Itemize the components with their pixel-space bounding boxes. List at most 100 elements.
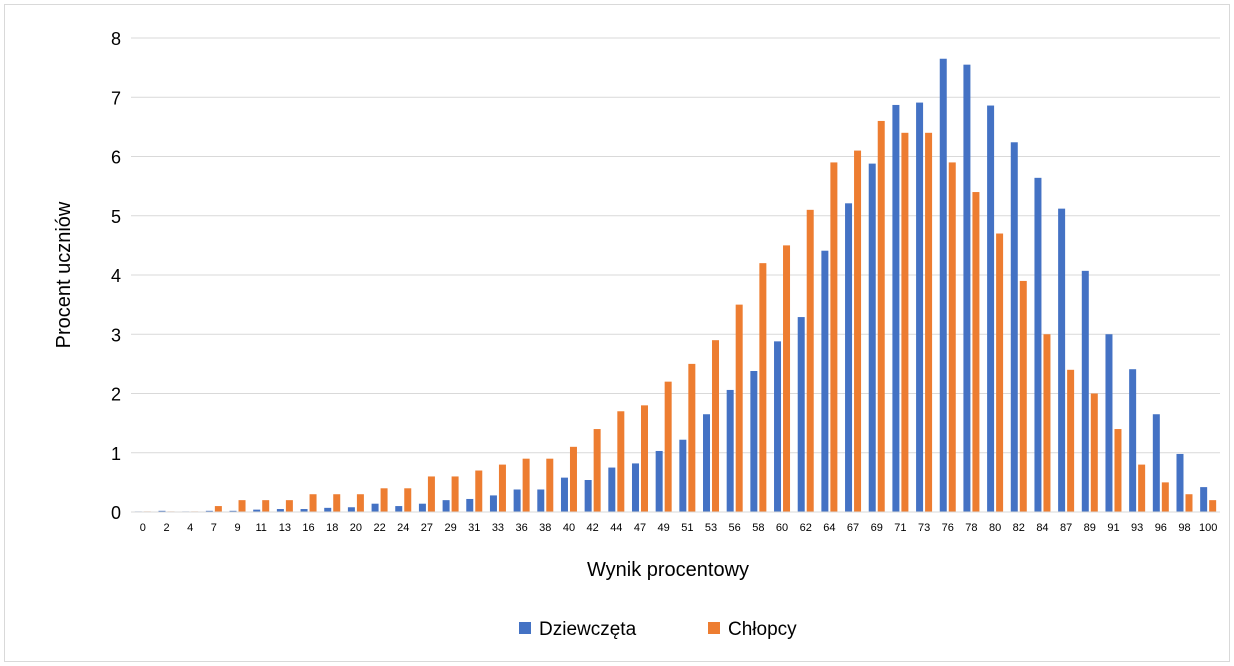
x-tick-label: 27 xyxy=(421,522,433,534)
x-tick-label: 76 xyxy=(942,522,954,534)
bar-dziewczeta xyxy=(797,317,805,512)
bars xyxy=(134,58,1217,513)
bar-dziewczeta xyxy=(537,489,545,512)
bar-dziewczeta xyxy=(679,439,687,512)
bar-chlopcy xyxy=(1090,393,1098,512)
x-tick-label: 0 xyxy=(140,522,146,534)
x-tick-label: 58 xyxy=(752,522,764,534)
x-tick-label: 98 xyxy=(1178,522,1190,534)
bar-dziewczeta xyxy=(1176,453,1184,512)
x-axis-ticks: 0 2 4 7 9 11 13 16 18 20 22 24 27 29 31 33 36 38 40 42 44 47 4… xyxy=(140,522,1218,534)
bar-dziewczeta xyxy=(584,480,592,512)
x-tick-label: 44 xyxy=(610,522,622,534)
bar-chlopcy xyxy=(1067,369,1075,512)
bar-chlopcy xyxy=(830,162,838,513)
bar-chlopcy xyxy=(404,488,412,512)
y-tick-label: 6 xyxy=(111,148,121,168)
bar-chlopcy xyxy=(238,500,246,512)
x-tick-label: 7 xyxy=(211,522,217,534)
y-axis-ticks: 0 1 2 3 4 5 6 7 8 xyxy=(111,29,121,523)
x-tick-label: 4 xyxy=(187,522,193,534)
y-tick-label: 1 xyxy=(111,444,121,464)
bar-dziewczeta xyxy=(442,500,450,512)
x-tick-label: 20 xyxy=(350,522,362,534)
bar-chlopcy xyxy=(1161,482,1169,513)
y-tick-label: 8 xyxy=(111,29,121,49)
bar-dziewczeta xyxy=(466,498,474,512)
x-tick-label: 89 xyxy=(1084,522,1096,534)
bar-dziewczeta xyxy=(868,163,876,513)
bar-dziewczeta xyxy=(608,467,616,512)
bar-dziewczeta xyxy=(631,463,639,512)
bar-dziewczeta xyxy=(229,510,237,512)
bar-dziewczeta xyxy=(963,64,971,512)
bar-chlopcy xyxy=(427,476,435,512)
bar-chlopcy xyxy=(522,458,530,512)
bar-dziewczeta xyxy=(750,370,758,512)
bar-dziewczeta xyxy=(1200,487,1208,512)
bar-chlopcy xyxy=(877,120,885,512)
bar-dziewczeta xyxy=(1010,142,1018,512)
x-tick-label: 64 xyxy=(823,522,835,534)
x-tick-label: 36 xyxy=(515,522,527,534)
x-tick-label: 56 xyxy=(729,522,741,534)
bar-chlopcy xyxy=(759,263,767,512)
bar-dziewczeta xyxy=(1152,414,1160,512)
x-tick-label: 93 xyxy=(1131,522,1143,534)
bar-dziewczeta xyxy=(395,506,403,512)
bar-dziewczeta xyxy=(1129,369,1137,512)
bar-dziewczeta xyxy=(276,509,284,512)
bar-chlopcy xyxy=(996,233,1004,512)
x-tick-label: 9 xyxy=(234,522,240,534)
gridlines xyxy=(131,37,1220,454)
legend: Dziewczęta Chłopcy xyxy=(519,619,797,640)
bar-chlopcy xyxy=(972,192,980,513)
bar-chlopcy xyxy=(1019,280,1027,512)
x-tick-label: 87 xyxy=(1060,522,1072,534)
bar-chlopcy xyxy=(617,411,625,512)
x-tick-label: 71 xyxy=(894,522,906,534)
x-tick-label: 80 xyxy=(989,522,1001,534)
x-tick-label: 22 xyxy=(373,522,385,534)
x-tick-label: 24 xyxy=(397,522,409,534)
bar-dziewczeta xyxy=(205,510,213,512)
bar-dziewczeta xyxy=(1034,177,1042,512)
x-tick-label: 42 xyxy=(587,522,599,534)
x-tick-label: 84 xyxy=(1036,522,1048,534)
bar-chlopcy xyxy=(356,494,364,512)
y-tick-label: 3 xyxy=(111,325,121,345)
bar-dziewczeta xyxy=(324,507,332,512)
x-tick-label: 31 xyxy=(468,522,480,534)
bar-dziewczeta xyxy=(1081,270,1089,512)
x-tick-label: 100 xyxy=(1199,522,1217,534)
bar-chlopcy xyxy=(925,132,933,513)
x-tick-label: 62 xyxy=(800,522,812,534)
bar-chlopcy xyxy=(475,470,483,512)
y-tick-label: 7 xyxy=(111,88,121,108)
bar-chlopcy xyxy=(1138,464,1146,512)
bar-chlopcy xyxy=(285,500,293,512)
bar-chlopcy xyxy=(783,245,791,513)
x-tick-label: 91 xyxy=(1107,522,1119,534)
x-tick-label: 40 xyxy=(563,522,575,534)
x-tick-label: 96 xyxy=(1155,522,1167,534)
bar-dziewczeta xyxy=(916,102,924,512)
x-tick-label: 51 xyxy=(681,522,693,534)
x-tick-label: 33 xyxy=(492,522,504,534)
bar-dziewczeta xyxy=(489,495,497,512)
bar-chlopcy xyxy=(806,209,814,512)
x-tick-label: 60 xyxy=(776,522,788,534)
bar-chlopcy xyxy=(214,506,222,512)
bar-chlopcy xyxy=(593,429,601,512)
bar-dziewczeta xyxy=(987,105,995,512)
bar-chlopcy xyxy=(569,446,577,512)
bar-chlopcy xyxy=(498,464,506,512)
x-tick-label: 73 xyxy=(918,522,930,534)
bar-dziewczeta xyxy=(158,510,166,512)
y-tick-label: 4 xyxy=(111,266,121,286)
x-tick-label: 49 xyxy=(658,522,670,534)
bar-chlopcy xyxy=(380,488,388,512)
x-tick-label: 29 xyxy=(444,522,456,534)
bar-chlopcy xyxy=(546,458,554,512)
